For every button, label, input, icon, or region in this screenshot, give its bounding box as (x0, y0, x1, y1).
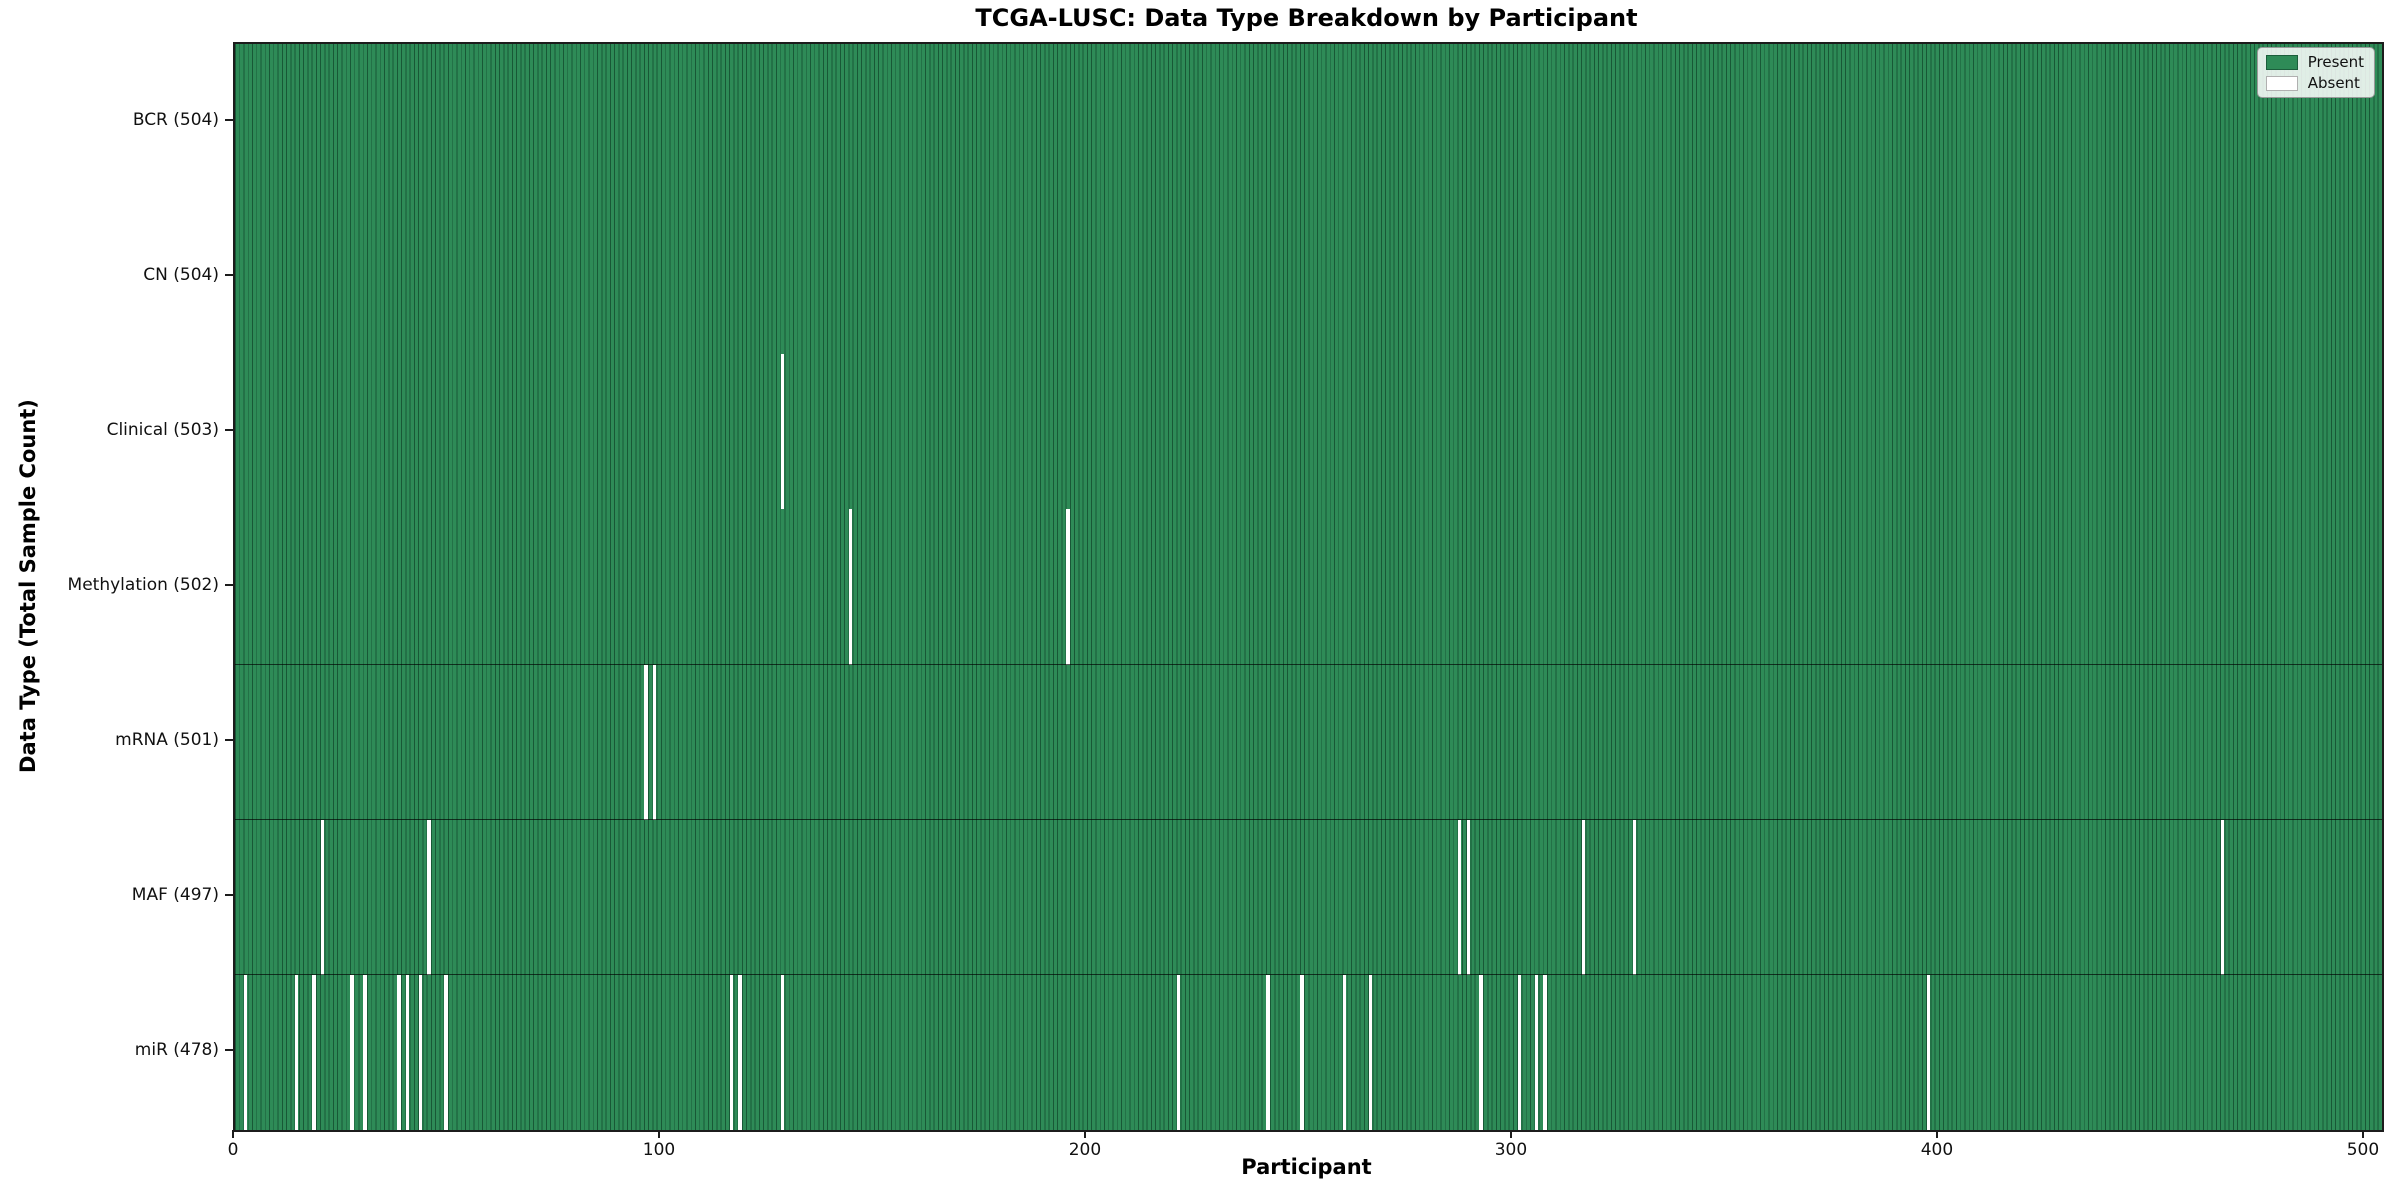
y-tick-mark (225, 118, 233, 121)
y-tick-label-Clinical: Clinical (503) (106, 419, 219, 440)
absent-marker (1632, 819, 1637, 975)
x-tick-label-200: 200 (1068, 1140, 1102, 1160)
absent-marker (1479, 974, 1483, 1130)
presence-row-Clinical (235, 354, 2382, 510)
y-tick-label-miR: miR (478) (134, 1040, 219, 1061)
absent-marker (738, 974, 742, 1130)
absent-marker (243, 974, 248, 1130)
x-tick-mark (1083, 1130, 1086, 1138)
legend-label-present: Present (2307, 53, 2364, 71)
absent-marker (312, 974, 316, 1130)
absent-marker (1176, 974, 1181, 1130)
presence-row-CN (235, 199, 2382, 355)
absent-marker (2220, 819, 2224, 975)
x-tick-mark (1935, 1130, 1938, 1138)
absent-marker (780, 354, 785, 510)
y-tick-mark (225, 1049, 233, 1052)
absent-marker (1300, 974, 1304, 1130)
x-axis-title: Participant (1241, 1155, 1372, 1179)
absent-marker (1266, 974, 1270, 1130)
y-tick-mark (225, 273, 233, 276)
absent-marker (444, 974, 448, 1130)
presence-row-mRNA (235, 664, 2382, 820)
absent-marker (652, 664, 657, 820)
y-tick-label-MAF: MAF (497) (131, 885, 219, 906)
absent-marker (1517, 974, 1522, 1130)
y-tick-label-CN: CN (504) (143, 264, 219, 285)
presence-row-miR (235, 974, 2382, 1130)
absent-marker (1926, 974, 1931, 1130)
absent-marker (1581, 819, 1585, 975)
chart-title: TCGA-LUSC: Data Type Breakdown by Partic… (975, 4, 1638, 32)
absent-marker (780, 974, 785, 1130)
x-tick-mark (2361, 1130, 2364, 1138)
absent-marker (1342, 974, 1347, 1130)
absent-marker (729, 974, 733, 1130)
x-tick-label-0: 0 (227, 1140, 239, 1160)
presence-row-BCR (235, 44, 2382, 200)
plot-area (233, 42, 2384, 1132)
absent-marker (295, 974, 299, 1130)
y-tick-label-BCR: BCR (504) (132, 109, 219, 130)
absent-marker (1066, 509, 1070, 665)
absent-marker (405, 974, 410, 1130)
legend-label-absent: Absent (2307, 74, 2360, 92)
absent-marker (1543, 974, 1547, 1130)
y-tick-mark (225, 428, 233, 431)
x-tick-mark (657, 1130, 660, 1138)
absent-marker (1368, 974, 1372, 1130)
absent-marker (1457, 819, 1462, 975)
y-tick-mark (225, 584, 233, 586)
absent-marker (1534, 974, 1539, 1130)
y-tick-mark (225, 894, 233, 897)
legend: Present Absent (2256, 47, 2375, 98)
absent-marker (418, 974, 423, 1130)
x-tick-label-500: 500 (2346, 1140, 2380, 1160)
legend-entry-absent: Absent (2265, 74, 2364, 92)
y-tick-mark (225, 739, 233, 742)
absent-marker (350, 974, 354, 1130)
absent-marker (644, 664, 648, 820)
legend-entry-present: Present (2265, 53, 2364, 71)
y-tick-label-Methylation: Methylation (502) (67, 575, 219, 595)
presence-row-MAF (235, 819, 2382, 975)
absent-marker (363, 974, 367, 1130)
absent-marker (848, 509, 853, 665)
presence-row-Methylation (235, 509, 2382, 665)
absent-swatch-icon (2265, 75, 2298, 91)
y-tick-label-mRNA: mRNA (501) (115, 730, 219, 751)
absent-marker (1466, 819, 1470, 975)
x-tick-mark (1509, 1130, 1512, 1138)
present-swatch-icon (2265, 54, 2298, 70)
x-tick-label-400: 400 (1920, 1140, 1954, 1160)
x-tick-label-100: 100 (642, 1140, 676, 1160)
absent-marker (320, 819, 325, 975)
x-tick-mark (232, 1130, 234, 1138)
absent-marker (427, 819, 431, 975)
absent-marker (397, 974, 401, 1130)
x-tick-label-300: 300 (1494, 1140, 1528, 1160)
